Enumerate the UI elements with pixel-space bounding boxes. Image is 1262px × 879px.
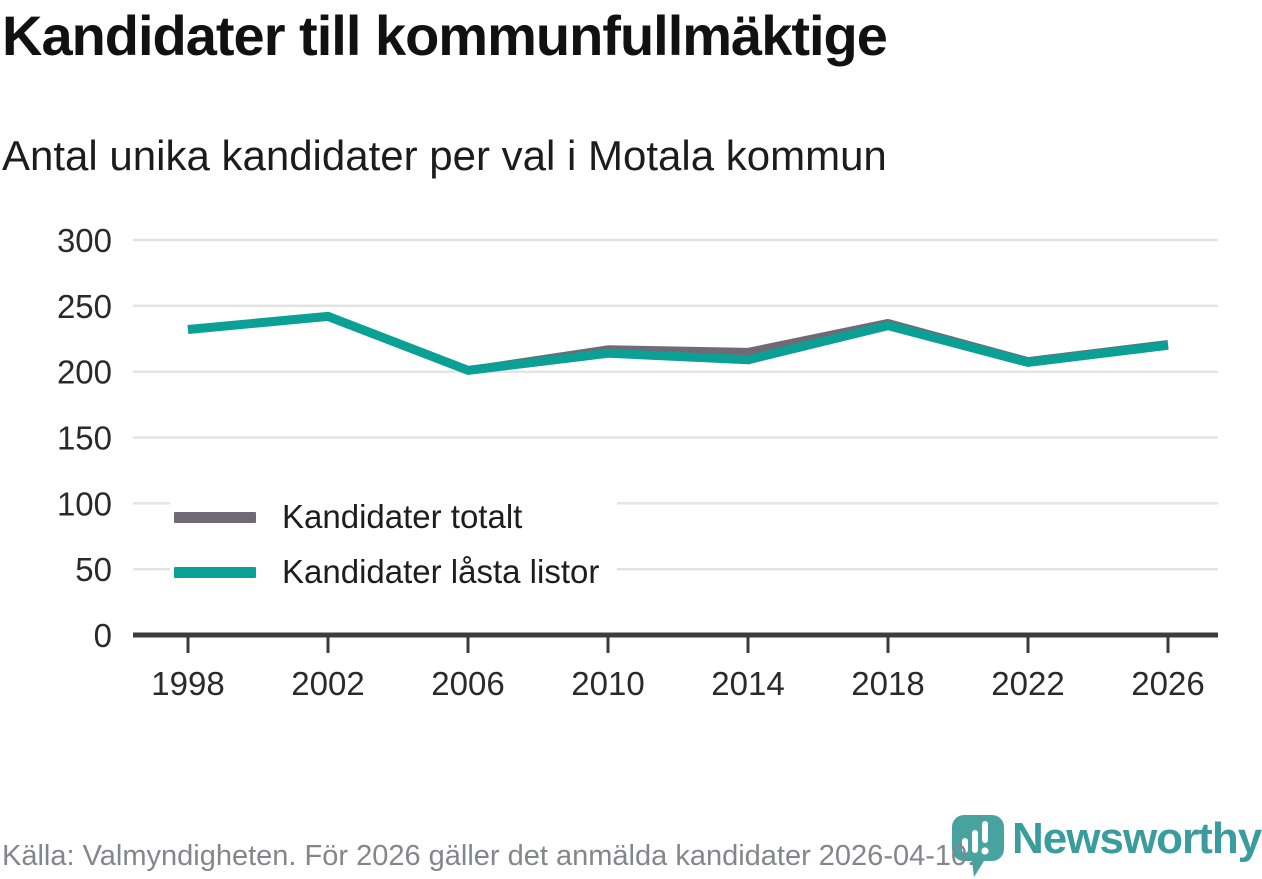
x-tick-label-2006: 2006: [431, 665, 504, 702]
legend-item-lasta-listor: Kandidater låsta listor: [174, 551, 599, 593]
x-tick-label-2022: 2022: [991, 665, 1064, 702]
page-title: Kandidater till kommunfullmäktige: [2, 4, 888, 67]
bar-3: [982, 821, 988, 843]
newsworthy-logo[interactable]: Newsworthy: [950, 813, 1262, 879]
y-tick-label-300: 300: [57, 222, 112, 259]
x-tick-label-2014: 2014: [711, 665, 784, 702]
bar-1: [962, 838, 968, 853]
y-tick-label-250: 250: [57, 288, 112, 325]
legend-swatch-totalt: [174, 511, 256, 523]
y-tick-label-100: 100: [57, 485, 112, 522]
series-line-kandidater-lasta-listor: [187, 311, 1169, 375]
x-tick-label-1998: 1998: [151, 665, 224, 702]
chart-legend: Kandidater totalt Kandidater låsta listo…: [170, 492, 618, 597]
x-tick-label-2018: 2018: [851, 665, 924, 702]
x-tick-label-2026: 2026: [1131, 665, 1204, 702]
y-tick-label-50: 50: [75, 551, 112, 588]
bar-2: [972, 830, 978, 853]
source-note: Källa: Valmyndigheten. För 2026 gäller d…: [2, 840, 976, 872]
legend-item-totalt: Kandidater totalt: [174, 496, 599, 538]
y-tick-label-150: 150: [57, 420, 112, 457]
bar-dot: [981, 847, 989, 855]
newsworthy-wordmark: Newsworthy: [1012, 814, 1262, 863]
x-tick-label-2002: 2002: [291, 665, 364, 702]
newsworthy-pin-icon: [952, 815, 1004, 877]
y-tick-label-200: 200: [57, 354, 112, 391]
y-tick-label-0: 0: [94, 617, 112, 654]
legend-label-totalt: Kandidater totalt: [282, 498, 523, 535]
legend-swatch-lasta-listor: [174, 566, 256, 578]
legend-label-lasta-listor: Kandidater låsta listor: [282, 553, 600, 590]
page-subtitle: Antal unika kandidater per val i Motala …: [2, 132, 887, 179]
x-tick-label-2010: 2010: [571, 665, 644, 702]
